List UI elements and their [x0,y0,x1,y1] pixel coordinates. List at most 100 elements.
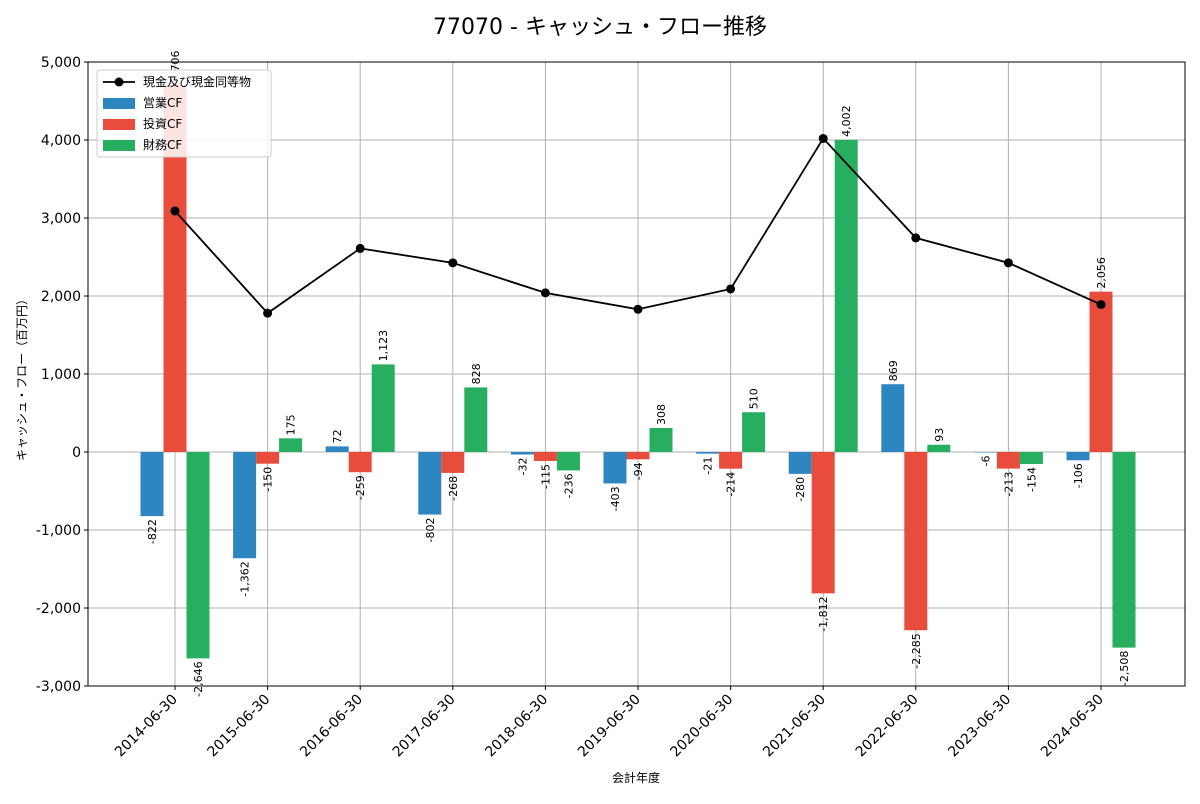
x-tick-label: 2024-06-30 [1038,692,1107,761]
bar-2 [626,452,650,460]
bar-3 [279,438,303,452]
cash-point [355,243,365,253]
cash-point [726,284,736,294]
bar-1 [510,452,534,455]
bar-1 [140,452,164,517]
y-axis: -3,000 -2,000 -1,000 0 1,000 2,000 3,000 4,000 5… [36,55,88,695]
bar-1 [696,452,720,454]
legend-swatch [103,119,135,130]
bar-1 [418,452,442,515]
bar-value-label: -2,508 [1118,651,1131,686]
bar-value-label: 308 [655,404,668,425]
legend-label: 営業CF [143,96,182,110]
cash-point [170,206,180,216]
bar-value-label: -154 [1025,467,1038,492]
bar-2 [163,84,187,452]
y-tick-label: 4,000 [41,133,81,149]
bar-1 [325,446,349,452]
bar-value-label: -6 [979,455,992,466]
legend-swatch [103,140,135,151]
bar-1 [603,452,627,484]
legend-label: 財務CF [143,137,182,152]
cash-point [911,233,921,243]
legend-label: 投資CF [143,116,182,131]
bar-2 [441,452,465,473]
cash-point [1096,300,1106,310]
bar-value-label: -2,646 [192,661,205,696]
x-tick-label: 2020-06-30 [668,692,737,761]
bars-layer [140,84,1136,659]
bar-3 [1112,452,1136,648]
y-tick-label: 2,000 [41,289,81,305]
bar-value-label: -115 [539,464,552,489]
bar-1 [233,452,257,559]
bar-value-label: -259 [354,475,367,500]
bar-3 [186,452,210,659]
y-tick-label: -2,000 [36,601,81,617]
bar-3 [927,444,951,452]
y-tick-label: 1,000 [41,367,81,383]
bar-value-label: -822 [146,519,159,544]
bar-value-label: -106 [1072,463,1085,488]
cash-point [1003,258,1013,268]
bar-3 [742,412,766,452]
bar-2 [904,452,928,631]
bar-3 [464,387,488,452]
bar-value-label: -21 [702,457,715,475]
x-axis-label: 会計年度 [612,770,660,785]
x-tick-label: 2016-06-30 [297,692,366,761]
y-tick-label: 3,000 [41,211,81,227]
y-tick-label: -1,000 [36,523,81,539]
bar-value-label: 72 [331,429,344,443]
bar-value-label: -403 [609,486,622,511]
bar-value-label: -94 [632,462,645,480]
bar-2 [533,452,557,461]
bar-value-label: -268 [447,476,460,501]
x-axis: 2014-06-30 2015-06-30 2016-06-30 2017-06-30… [112,686,1107,760]
legend-swatch [103,98,135,109]
cash-point [263,308,273,318]
bar-value-label: -150 [262,467,275,492]
x-tick-label: 2022-06-30 [853,692,922,761]
x-tick-label: 2023-06-30 [945,692,1014,761]
grid-layer [88,61,1185,687]
bar-value-label: -280 [794,477,807,502]
bar-2 [719,452,743,469]
x-tick-label: 2021-06-30 [760,692,829,761]
bar-value-label: -1,362 [239,561,252,596]
bar-value-label: -213 [1002,472,1015,497]
bar-value-label: -2,285 [910,633,923,668]
bar-2 [348,452,372,473]
bar-value-label: 175 [285,414,298,435]
line-layer [170,133,1106,318]
cash-point [448,258,458,268]
bar-3 [834,139,858,452]
bar-value-label: -32 [516,457,529,475]
bar-value-label: -1,812 [817,596,830,631]
bar-value-label: 510 [748,388,761,409]
bar-2 [996,452,1020,469]
x-tick-label: 2018-06-30 [482,692,551,761]
data-labels-layer: -822 -1,362 72 -802 -32 -403 -21 -280 869 -6 -106 4… [146,50,1131,696]
bar-value-label: 4,002 [840,105,853,137]
x-tick-label: 2017-06-30 [390,692,459,761]
bar-value-label: -214 [725,472,738,497]
chart-title: 77070 - キャッシュ・フロー推移 [433,15,767,40]
x-tick-label: 2015-06-30 [205,692,274,761]
y-tick-label: 5,000 [41,55,81,71]
legend-line-marker [114,77,124,87]
bar-1 [881,384,905,452]
bar-value-label: -236 [562,473,575,498]
legend-box [96,69,272,158]
cash-point [633,304,643,314]
bar-value-label: 93 [933,428,946,442]
x-tick-label: 2019-06-30 [575,692,644,761]
y-tick-label: 0 [72,445,81,461]
bar-3 [556,452,580,471]
bar-1 [788,452,812,474]
bar-3 [371,364,395,452]
bar-value-label: 1,123 [377,330,390,362]
